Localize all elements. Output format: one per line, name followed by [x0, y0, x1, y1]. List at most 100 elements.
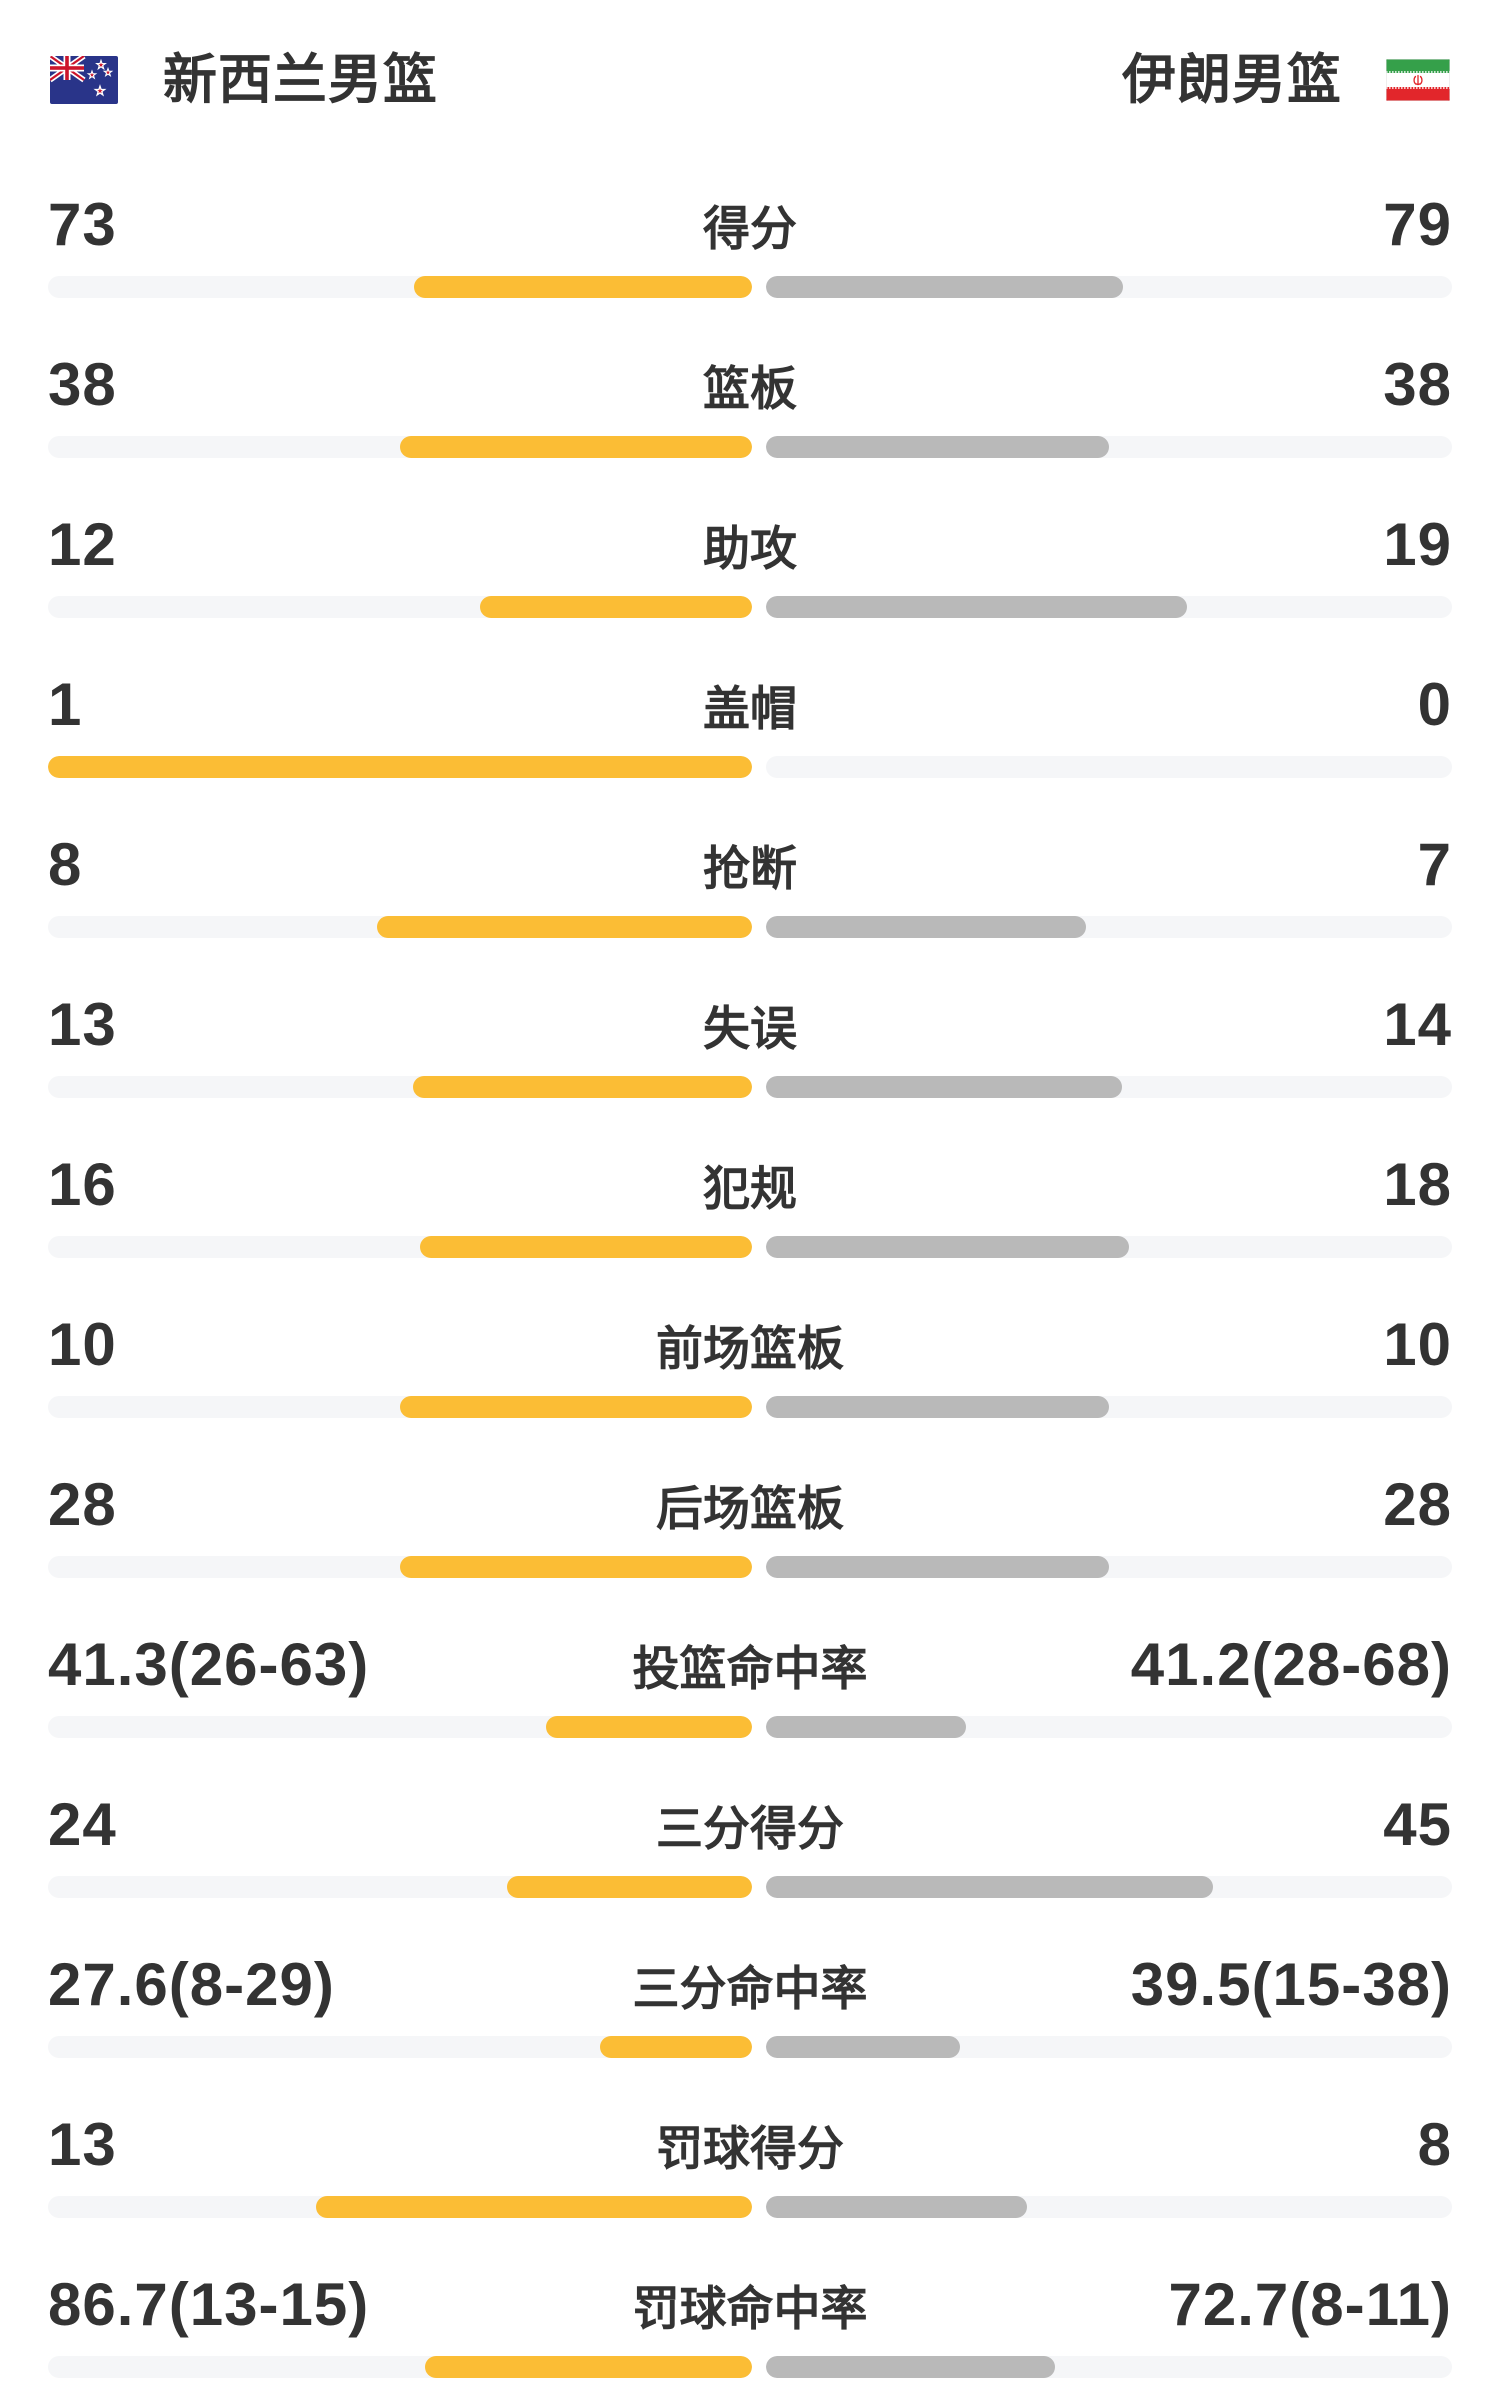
stat-row: 41.3(26-63) 投篮命中率 41.2(28-68)	[0, 1631, 1500, 1797]
stat-bars	[48, 596, 1452, 618]
stat-row: 16 犯规 18	[0, 1151, 1500, 1317]
home-value: 16	[48, 1151, 117, 1218]
stat-row: 12 助攻 19	[0, 511, 1500, 677]
stat-label: 失误	[703, 1002, 797, 1055]
home-bar-track	[48, 596, 752, 618]
stat-values: 73 得分 79	[48, 191, 1452, 258]
home-bar-fill	[400, 1556, 752, 1578]
home-value: 86.7(13-15)	[48, 2271, 370, 2338]
iran-flag-icon	[1386, 59, 1450, 101]
away-bar-track	[766, 596, 1452, 618]
home-value: 28	[48, 1471, 117, 1538]
away-bar-fill	[766, 1876, 1214, 1898]
home-bar-track	[48, 2036, 752, 2058]
away-bar-fill	[766, 596, 1187, 618]
home-value: 41.3(26-63)	[48, 1631, 370, 1698]
away-value: 7	[1417, 831, 1452, 898]
stat-row: 27.6(8-29) 三分命中率 39.5(15-38)	[0, 1951, 1500, 2117]
stat-bars	[48, 276, 1452, 298]
stat-row: 8 抢断 7	[0, 831, 1500, 997]
stat-label: 得分	[703, 202, 797, 255]
home-bar-fill	[546, 1716, 752, 1738]
away-bar-track	[766, 1876, 1452, 1898]
stat-row: 10 前场篮板 10	[0, 1315, 1500, 1477]
stat-values: 86.7(13-15) 罚球命中率 72.7(8-11)	[48, 2271, 1452, 2338]
away-bar-fill	[766, 1236, 1129, 1258]
stat-row: 1 盖帽 0	[0, 671, 1500, 837]
home-bar-fill	[425, 2356, 752, 2378]
stat-values: 13 罚球得分 8	[48, 2111, 1452, 2178]
home-bar-track	[48, 1236, 752, 1258]
home-value: 13	[48, 991, 117, 1058]
stat-bars	[48, 1076, 1452, 1098]
stat-label: 投篮命中率	[632, 1642, 868, 1695]
home-bar-fill	[507, 1876, 752, 1898]
home-bar-track	[48, 1076, 752, 1098]
stat-label: 助攻	[703, 522, 797, 575]
team-home: 新西兰男篮	[50, 53, 438, 107]
away-bar-track	[766, 436, 1452, 458]
stat-values: 8 抢断 7	[48, 831, 1452, 898]
stat-bars	[48, 1236, 1452, 1258]
home-bar-track	[48, 1556, 752, 1578]
stat-values: 1 盖帽 0	[48, 671, 1452, 738]
stat-values: 13 失误 14	[48, 991, 1452, 1058]
away-bar-fill	[766, 2196, 1028, 2218]
away-bar-fill	[766, 916, 1087, 938]
stat-values: 27.6(8-29) 三分命中率 39.5(15-38)	[48, 1951, 1452, 2018]
home-bar-fill	[400, 1396, 752, 1418]
away-bar-fill	[766, 1396, 1109, 1418]
stat-row: 38 篮板 38	[0, 355, 1500, 517]
stat-row: 28 后场篮板 28	[0, 1471, 1500, 1637]
away-value: 72.7(8-11)	[1168, 2271, 1452, 2338]
stat-label: 抢断	[703, 842, 797, 895]
stat-label: 篮板	[703, 362, 797, 415]
away-bar-track	[766, 1396, 1452, 1418]
away-bar-track	[766, 1076, 1452, 1098]
stat-bars	[48, 1396, 1452, 1418]
away-bar-fill	[766, 2036, 961, 2058]
away-bar-track	[766, 916, 1452, 938]
stat-bars	[48, 1876, 1452, 1898]
away-value: 14	[1383, 991, 1452, 1058]
stat-label: 后场篮板	[656, 1482, 844, 1535]
away-value: 45	[1383, 1791, 1452, 1858]
home-bar-fill	[414, 276, 752, 298]
away-value: 18	[1383, 1151, 1452, 1218]
home-bar-fill	[599, 2036, 752, 2058]
stat-bars	[48, 2356, 1452, 2378]
stat-row: 13 罚球得分 8	[0, 2111, 1500, 2277]
away-bar-track	[766, 2196, 1452, 2218]
away-bar-track	[766, 1556, 1452, 1578]
stat-values: 16 犯规 18	[48, 1151, 1452, 1218]
home-bar-track	[48, 1396, 752, 1418]
away-value: 0	[1417, 671, 1452, 738]
home-bar-fill	[413, 1076, 752, 1098]
team-stats-page: { "header": { "home": { "name": "新西兰男篮",…	[0, 53, 1500, 2400]
stat-label: 前场篮板	[656, 1322, 844, 1375]
stat-values: 28 后场篮板 28	[48, 1471, 1452, 1538]
new-zealand-flag-icon	[50, 56, 118, 104]
stat-label: 三分命中率	[632, 1962, 868, 2015]
away-value: 19	[1383, 511, 1452, 578]
away-value: 79	[1383, 191, 1452, 258]
stat-values: 38 篮板 38	[48, 355, 1452, 417]
away-bar-track	[766, 276, 1452, 298]
away-value: 39.5(15-38)	[1130, 1951, 1452, 2018]
away-bar-track	[766, 2036, 1452, 2058]
home-bar-fill	[316, 2196, 752, 2218]
match-header: 新西兰男篮 伊朗男篮	[50, 53, 1450, 107]
home-bar-track	[48, 2356, 752, 2378]
home-value: 27.6(8-29)	[48, 1951, 335, 2018]
stat-label: 罚球命中率	[632, 2282, 868, 2335]
home-bar-track	[48, 2196, 752, 2218]
away-bar-track	[766, 1236, 1452, 1258]
stat-label: 犯规	[703, 1162, 797, 1215]
home-value: 13	[48, 2111, 117, 2178]
stat-values: 41.3(26-63) 投篮命中率 41.2(28-68)	[48, 1631, 1452, 1698]
away-bar-fill	[766, 2356, 1055, 2378]
away-bar-fill	[766, 436, 1109, 458]
away-value: 41.2(28-68)	[1130, 1631, 1452, 1698]
home-bar-track	[48, 756, 752, 778]
stat-bars	[48, 1716, 1452, 1738]
